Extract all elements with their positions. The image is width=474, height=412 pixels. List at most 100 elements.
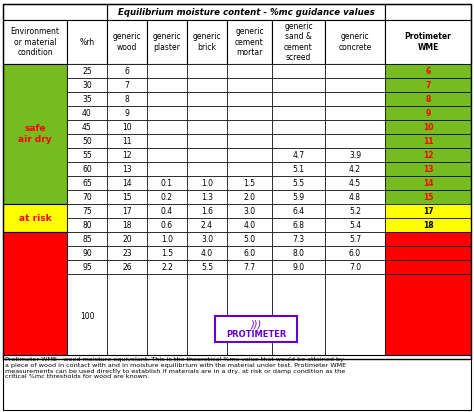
Text: 40: 40	[82, 108, 92, 117]
Bar	[107, 232, 147, 246]
Bar	[385, 176, 471, 190]
Text: 4.5: 4.5	[349, 178, 361, 187]
Bar	[272, 106, 325, 120]
Bar	[227, 218, 272, 232]
Text: 6.4: 6.4	[292, 206, 305, 215]
Bar	[187, 20, 227, 64]
Bar	[107, 204, 147, 218]
Bar	[325, 120, 385, 134]
Text: 5.0: 5.0	[244, 234, 255, 243]
Bar	[325, 78, 385, 92]
Bar	[187, 92, 227, 106]
Text: %rh: %rh	[80, 37, 94, 47]
Text: 5.7: 5.7	[349, 234, 361, 243]
Bar	[385, 260, 471, 274]
Text: 90: 90	[82, 248, 92, 258]
Bar	[147, 190, 187, 204]
Text: at risk: at risk	[18, 213, 51, 222]
Text: 17: 17	[122, 206, 132, 215]
Bar	[385, 78, 471, 92]
Text: 65: 65	[82, 178, 92, 187]
Bar	[325, 218, 385, 232]
Bar	[3, 20, 67, 64]
Bar	[227, 78, 272, 92]
Bar	[107, 162, 147, 176]
Bar	[107, 260, 147, 274]
Text: 0.6: 0.6	[161, 220, 173, 229]
Text: 100: 100	[420, 346, 436, 351]
Text: 2.2: 2.2	[161, 262, 173, 272]
Bar	[385, 92, 471, 106]
Bar	[272, 162, 325, 176]
Bar	[107, 4, 385, 20]
Bar	[272, 274, 325, 359]
Bar	[385, 246, 471, 260]
Text: Equilibrium moisture content - %mc guidance values: Equilibrium moisture content - %mc guida…	[118, 7, 374, 16]
Bar	[147, 218, 187, 232]
Text: PROTIMETER: PROTIMETER	[226, 330, 286, 339]
Text: 15: 15	[423, 192, 433, 201]
Bar	[227, 232, 272, 246]
Bar	[107, 134, 147, 148]
Text: 12: 12	[122, 150, 132, 159]
Bar	[107, 246, 147, 260]
Bar	[67, 20, 107, 64]
Bar	[147, 246, 187, 260]
Text: 10: 10	[423, 122, 433, 131]
Text: 6.0: 6.0	[244, 248, 255, 258]
Text: 3.0: 3.0	[201, 234, 213, 243]
Text: 5.9: 5.9	[292, 192, 305, 201]
Text: 4.8: 4.8	[349, 192, 361, 201]
Bar	[187, 190, 227, 204]
Text: 0.1: 0.1	[161, 178, 173, 187]
Bar	[385, 120, 471, 134]
Bar	[385, 162, 471, 176]
Text: 70: 70	[82, 192, 92, 201]
Bar	[3, 232, 67, 359]
Text: 0.4: 0.4	[161, 206, 173, 215]
Text: relative: relative	[412, 332, 444, 339]
Text: 0.2: 0.2	[161, 192, 173, 201]
Text: 2.0: 2.0	[244, 192, 255, 201]
Bar	[3, 4, 471, 359]
Bar	[147, 204, 187, 218]
Bar	[325, 204, 385, 218]
Text: 5.5: 5.5	[201, 262, 213, 272]
Bar	[187, 260, 227, 274]
Bar	[187, 204, 227, 218]
Text: 9.0: 9.0	[292, 262, 305, 272]
Bar	[147, 232, 187, 246]
Bar	[187, 176, 227, 190]
Bar	[227, 204, 272, 218]
Bar	[107, 92, 147, 106]
Text: damp: damp	[21, 291, 49, 300]
Bar	[272, 232, 325, 246]
Bar	[272, 92, 325, 106]
Bar	[187, 106, 227, 120]
Text: generic
brick: generic brick	[193, 32, 221, 52]
Bar	[325, 106, 385, 120]
Bar	[325, 176, 385, 190]
Text: ))): )))	[251, 320, 262, 330]
Bar	[3, 204, 67, 232]
Bar	[272, 176, 325, 190]
Bar	[67, 134, 107, 148]
Bar	[325, 246, 385, 260]
Text: 1.3: 1.3	[201, 192, 213, 201]
Text: 45: 45	[82, 122, 92, 131]
Bar	[227, 20, 272, 64]
Text: 17: 17	[423, 206, 433, 215]
Bar	[187, 232, 227, 246]
Text: 18: 18	[423, 220, 433, 229]
Text: Protimeter
WME: Protimeter WME	[405, 32, 451, 52]
Bar	[325, 232, 385, 246]
Bar	[272, 78, 325, 92]
Bar	[272, 246, 325, 260]
Text: generic
plaster: generic plaster	[153, 32, 182, 52]
Text: 27: 27	[423, 280, 433, 286]
Bar	[272, 134, 325, 148]
Bar	[67, 260, 107, 274]
Text: 11: 11	[122, 136, 132, 145]
Bar	[107, 20, 147, 64]
Text: 9: 9	[125, 108, 129, 117]
